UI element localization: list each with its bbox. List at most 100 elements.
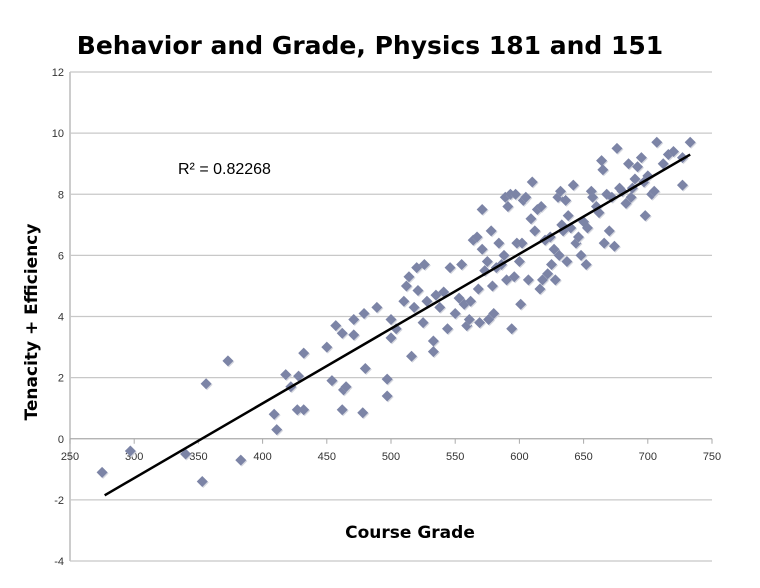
data-point (348, 314, 360, 326)
data-point (385, 332, 397, 344)
data-point (534, 283, 546, 295)
data-point (498, 249, 510, 261)
data-point (657, 158, 669, 170)
x-tick-label: 750 (703, 451, 721, 463)
data-point (472, 283, 484, 295)
data-point (348, 329, 360, 341)
data-point (581, 222, 593, 234)
data-point (635, 152, 647, 164)
data-point (587, 191, 599, 203)
data-point (549, 274, 561, 286)
data-point (611, 142, 623, 154)
data-point (608, 240, 620, 252)
data-point (597, 164, 609, 176)
x-tick-label: 700 (639, 451, 657, 463)
data-point (513, 255, 525, 267)
data-point (520, 191, 532, 203)
y-tick-label: 10 (52, 128, 64, 140)
data-point (575, 249, 587, 261)
data-point (359, 362, 371, 374)
data-point (96, 466, 108, 478)
data-point (298, 347, 310, 359)
data-point (453, 292, 465, 304)
data-point (488, 307, 500, 319)
data-point (516, 237, 528, 249)
x-tick-label: 500 (382, 451, 400, 463)
data-point (330, 320, 342, 332)
x-tick-labels: 250 300 350 400 450 500 550 600 650 700 750 (61, 451, 721, 463)
data-point (418, 259, 430, 271)
data-point (427, 335, 439, 347)
data-point (506, 323, 518, 335)
data-point (280, 369, 292, 381)
data-point (441, 323, 453, 335)
data-point (291, 404, 303, 416)
x-tick-label: 400 (253, 451, 271, 463)
data-point (525, 213, 537, 225)
data-point (381, 373, 393, 385)
data-point (676, 179, 688, 191)
data-point (371, 301, 383, 313)
data-point (598, 237, 610, 249)
data-point (572, 231, 584, 243)
data-point (561, 255, 573, 267)
data-point (684, 136, 696, 148)
data-point (522, 274, 534, 286)
data-point (406, 350, 418, 362)
y-tick-labels: -4 -2 0 2 4 6 8 10 12 (52, 67, 64, 568)
data-point (357, 407, 369, 419)
data-point (639, 210, 651, 222)
data-point (554, 185, 566, 197)
data-point (417, 317, 429, 329)
data-point (235, 454, 247, 466)
data-point (124, 445, 136, 457)
data-point (510, 188, 522, 200)
chart-title: Behavior and Grade, Physics 181 and 151 (77, 31, 663, 60)
data-point (326, 375, 338, 387)
data-point (412, 285, 424, 297)
data-point (476, 243, 488, 255)
data-point (651, 136, 663, 148)
r-squared-annotation: R² = 0.82268 (178, 161, 271, 178)
data-point (434, 301, 446, 313)
data-point (403, 271, 415, 283)
y-axis-label: Tenacity + Efficiency (22, 224, 42, 421)
data-point (471, 231, 483, 243)
data-point (200, 378, 212, 390)
x-tick-label: 450 (318, 451, 336, 463)
data-point (456, 259, 468, 271)
x-tick-label: 250 (61, 451, 79, 463)
data-point (502, 200, 514, 212)
data-point (298, 404, 310, 416)
data-point (620, 197, 632, 209)
data-point (515, 298, 527, 310)
data-point (483, 314, 495, 326)
data-point (271, 424, 283, 436)
data-point (580, 259, 592, 271)
data-point (629, 173, 641, 185)
data-point (474, 317, 486, 329)
data-point (465, 295, 477, 307)
y-tick-label: -2 (54, 495, 64, 507)
data-point (567, 179, 579, 191)
y-tick-label: 2 (58, 373, 64, 385)
data-point (340, 381, 352, 393)
data-point (381, 390, 393, 402)
data-point (632, 161, 644, 173)
data-point (398, 295, 410, 307)
data-point (449, 307, 461, 319)
x-tick-label: 350 (189, 451, 207, 463)
data-point (463, 314, 475, 326)
data-point (648, 185, 660, 197)
data-point (438, 286, 450, 298)
data-point (485, 225, 497, 237)
data-point (606, 191, 618, 203)
data-point (444, 262, 456, 274)
y-tick-label: -4 (54, 556, 64, 568)
data-point (529, 225, 541, 237)
data-point (526, 176, 538, 188)
data-point (508, 271, 520, 283)
y-tick-label: 0 (58, 434, 64, 446)
data-point (548, 243, 560, 255)
x-axis-label: Course Grade (345, 523, 475, 543)
